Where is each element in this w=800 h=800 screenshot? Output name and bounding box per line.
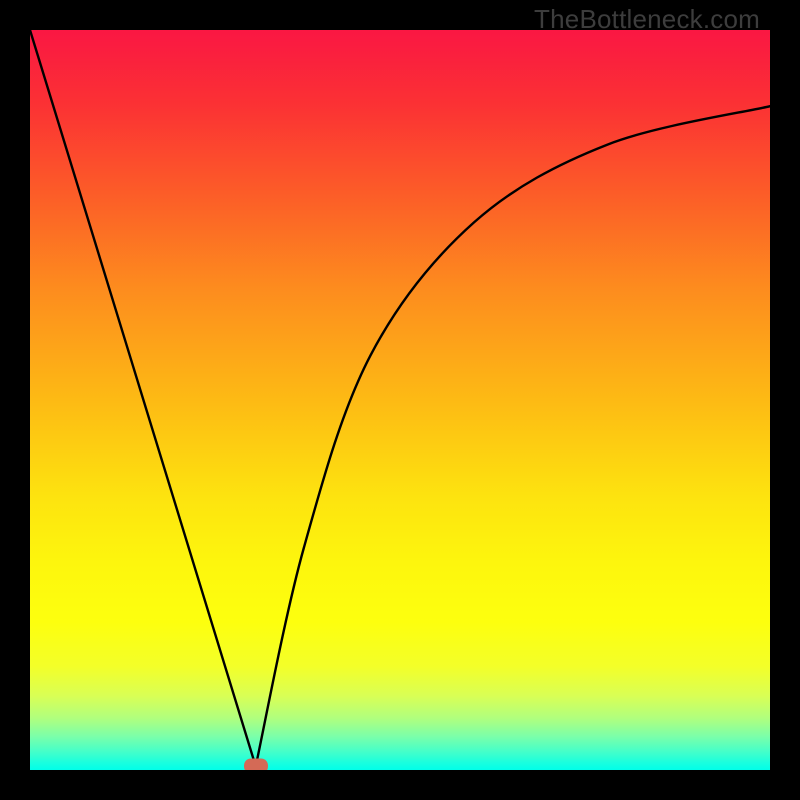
- v-curve-path: [30, 30, 770, 766]
- min-marker: [244, 759, 268, 770]
- watermark-text: TheBottleneck.com: [534, 4, 760, 35]
- plot-area: [30, 30, 770, 770]
- curve-svg: [30, 30, 770, 770]
